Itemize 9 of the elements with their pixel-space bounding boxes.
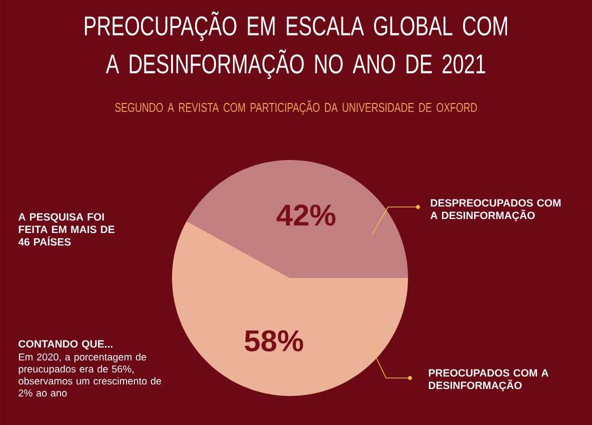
text: Em 2020, a porcentagem de preucupados era de 56%, observamos um crescimento de 2% ao ano (18, 353, 162, 397)
data-label: 58% (244, 330, 304, 352)
slice-label: PREOCUPADOS COM A DESINFORMAÇÃO (428, 369, 548, 392)
data-label: 42% (276, 204, 336, 226)
chart-subtitle: SEGUNDO A REVISTA COM PARTICIPAÇÃO DA UNIVERSIDADE DE OXFORD (115, 100, 477, 115)
text: CONTANDO QUE... (18, 340, 112, 350)
chart-title: PREOCUPAÇÃO EM ESCALA GLOBAL COM A DESINFORMAÇÃO NO ANO DE 2021 (84, 12, 508, 79)
slice-label: DESPREOCUPADOS COM A DESINFORMAÇÃO (430, 199, 561, 222)
text: A PESQUISA FOI FEITA EM MAIS DE 46 PAÍSES (18, 213, 114, 246)
